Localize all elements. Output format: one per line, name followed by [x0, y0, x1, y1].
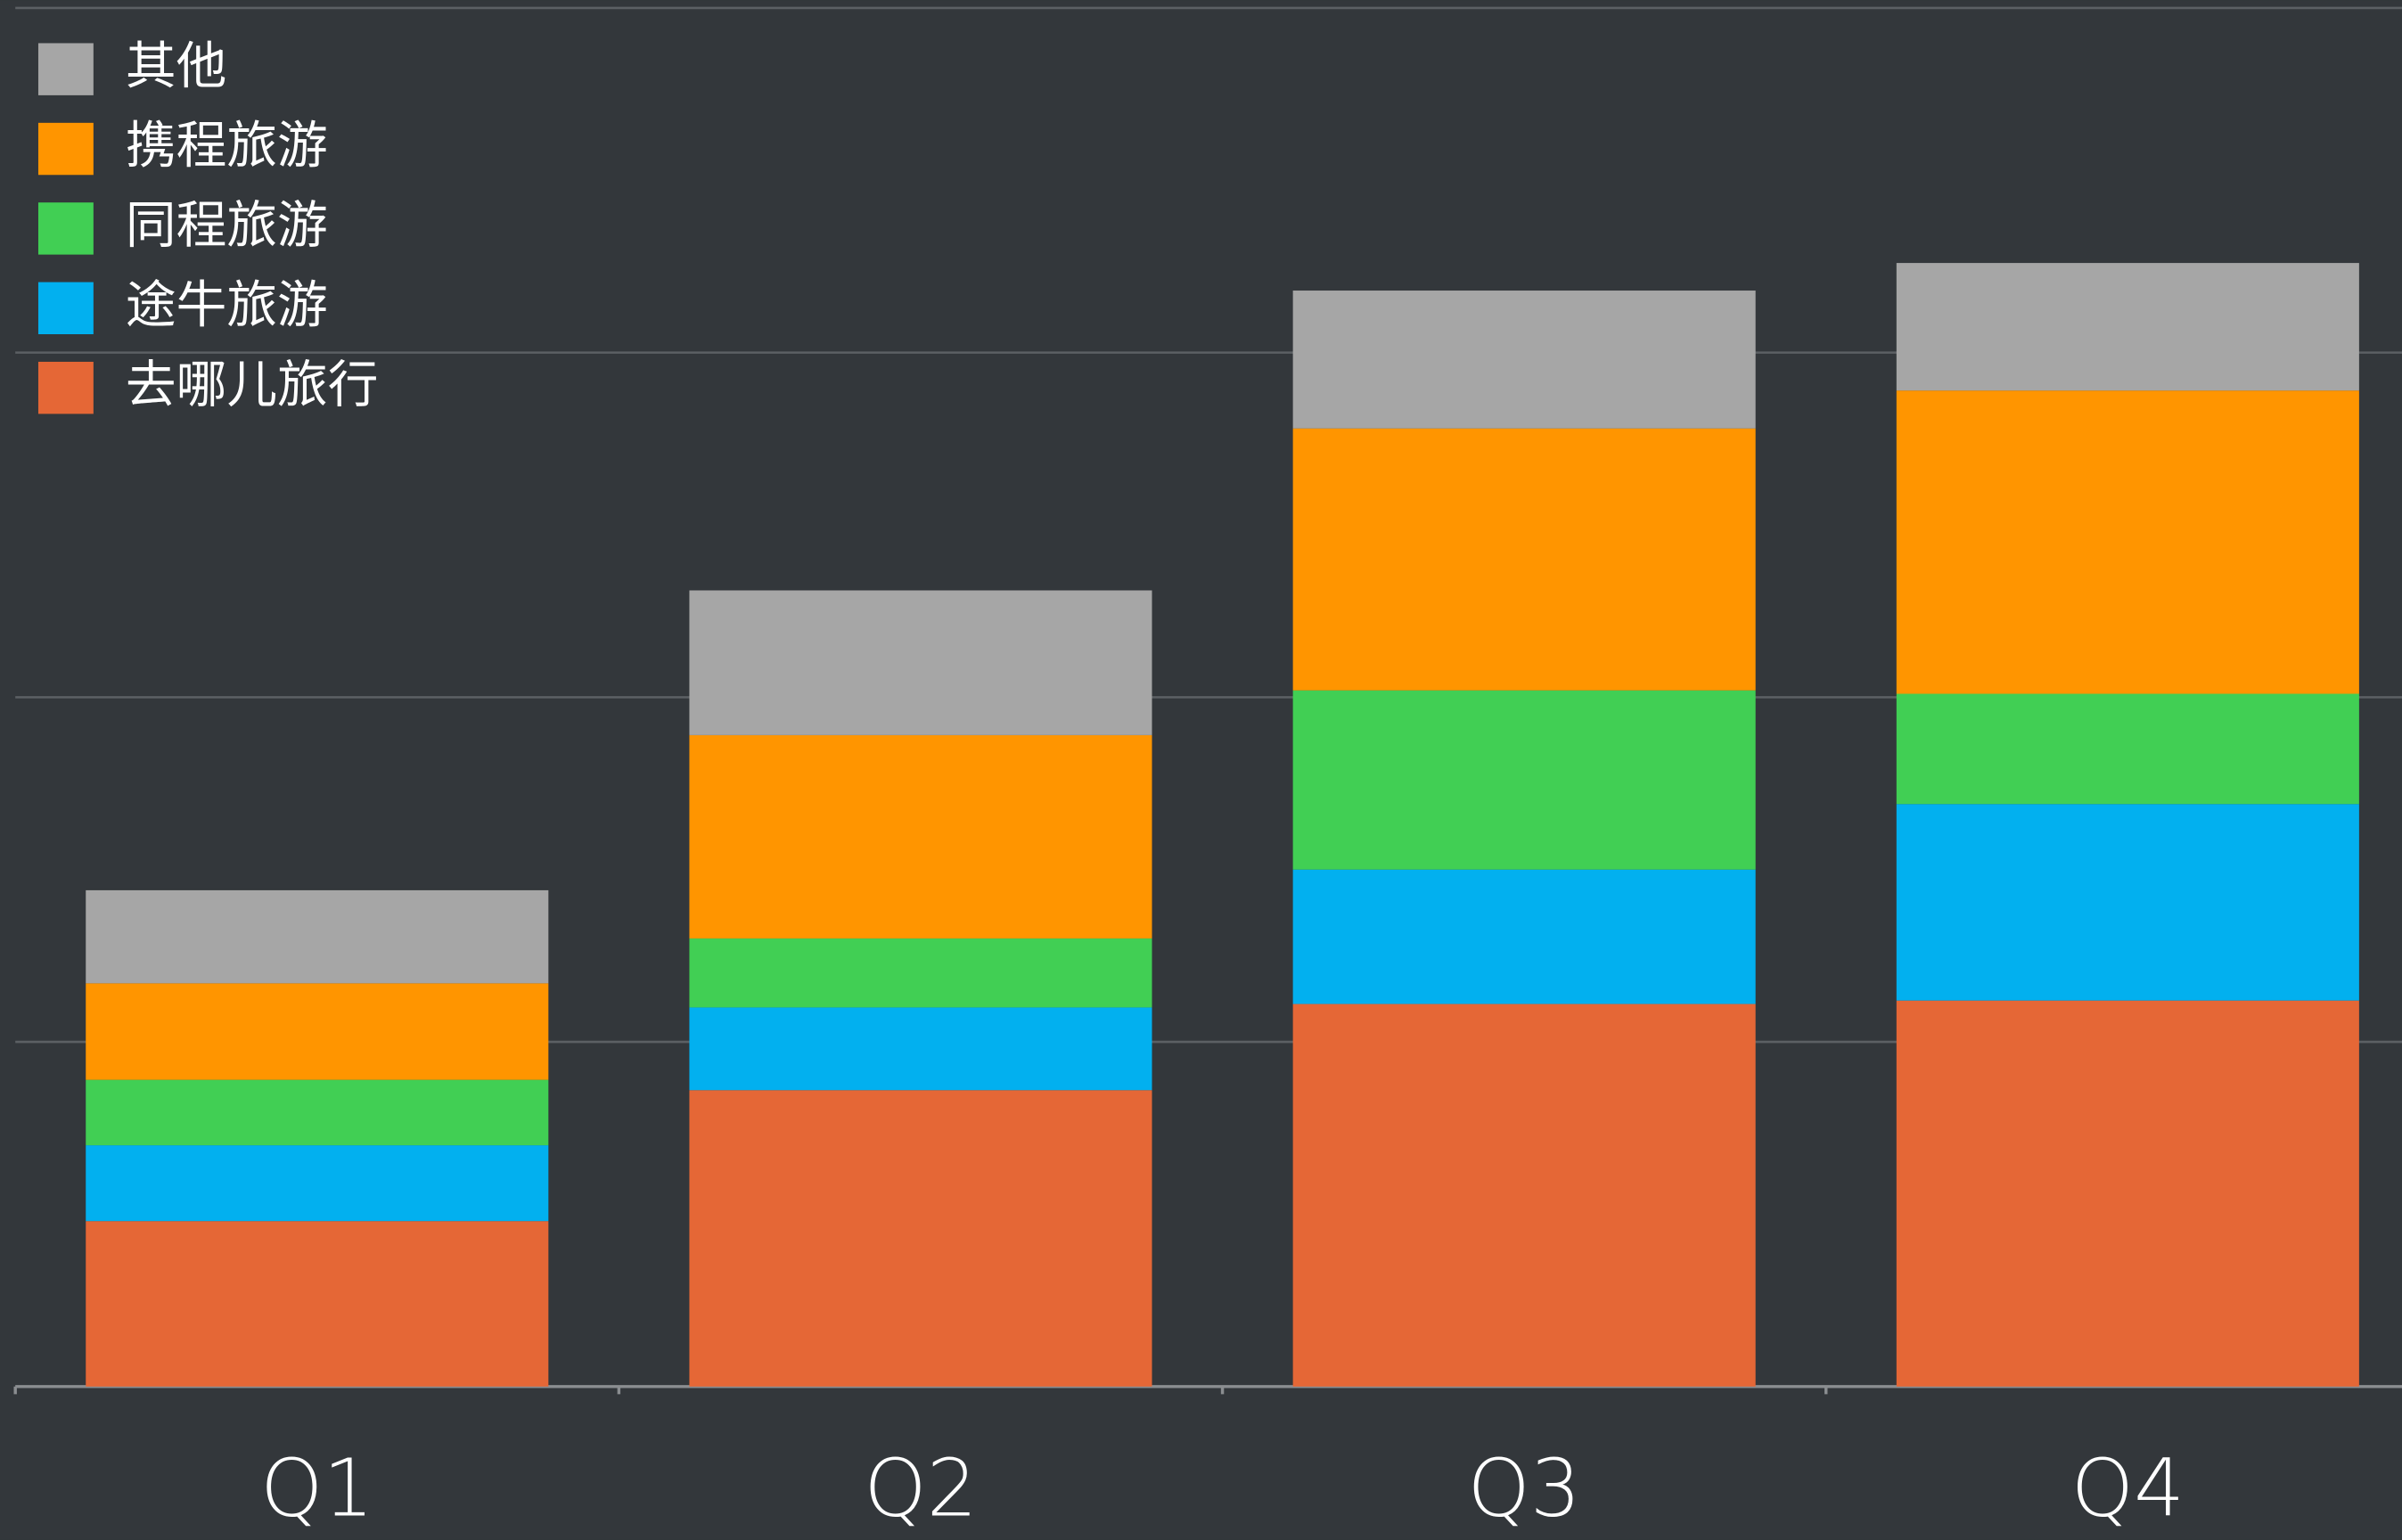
- bar-segment: [86, 1145, 549, 1222]
- legend-label: 途牛旅游: [126, 275, 328, 334]
- legend-swatch: [37, 202, 94, 255]
- bar-segment: [1292, 869, 1756, 1004]
- legend-swatch: [37, 122, 94, 176]
- bar-segment: [689, 938, 1152, 1008]
- bar-segment: [86, 983, 549, 1080]
- x-tick-label: Q1: [260, 1443, 373, 1536]
- bar-segment: [1292, 1003, 1756, 1387]
- bar-segment: [1896, 390, 2359, 694]
- legend-label: 去哪儿旅行: [126, 356, 379, 414]
- bar-segment: [86, 1221, 549, 1387]
- legend-label: 其他: [126, 37, 226, 95]
- bar-segment: [1896, 693, 2359, 805]
- bar-segment: [1896, 1000, 2359, 1387]
- bar-segment: [1896, 263, 2359, 391]
- bar-segment: [86, 1079, 549, 1146]
- legend-label: 携程旅游: [126, 117, 328, 176]
- bar-segment: [86, 889, 549, 984]
- legend-swatch: [37, 43, 94, 95]
- bar-segment: [1292, 291, 1756, 429]
- bar-segment: [689, 590, 1152, 735]
- bar-segment: [689, 1090, 1152, 1387]
- bar-segment: [1292, 428, 1756, 691]
- bar-segment: [1292, 690, 1756, 870]
- legend-swatch: [37, 361, 94, 414]
- x-tick-label: Q2: [864, 1443, 977, 1536]
- bar-segment: [689, 734, 1152, 939]
- bar-segment: [1896, 804, 2359, 1001]
- legend-label: 同程旅游: [126, 196, 328, 255]
- x-tick-label: Q4: [2071, 1443, 2185, 1536]
- x-tick-label: Q3: [1468, 1443, 1581, 1536]
- legend-swatch: [37, 282, 94, 335]
- bar-segment: [689, 1007, 1152, 1091]
